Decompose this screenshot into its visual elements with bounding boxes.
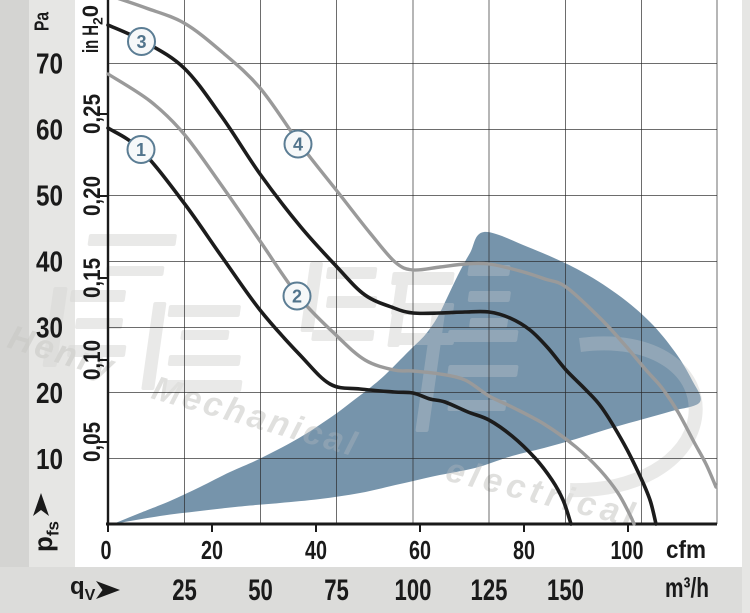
svg-text:60: 60 (36, 115, 63, 147)
svg-text:0,25: 0,25 (79, 94, 106, 134)
svg-text:40: 40 (305, 535, 327, 565)
svg-text:150: 150 (547, 574, 584, 607)
svg-text:40: 40 (36, 247, 63, 279)
svg-text:0,20: 0,20 (79, 176, 106, 216)
svg-text:Pa: Pa (32, 11, 54, 31)
svg-text:100: 100 (611, 535, 644, 565)
svg-text:pfs: pfs (28, 521, 63, 552)
svg-text:70: 70 (36, 49, 63, 81)
svg-text:0,15: 0,15 (79, 258, 106, 298)
svg-text:cfm: cfm (666, 536, 706, 564)
svg-text:100: 100 (395, 574, 432, 607)
svg-text:20: 20 (201, 535, 223, 565)
svg-text:60: 60 (409, 535, 431, 565)
svg-text:75: 75 (324, 574, 349, 607)
svg-text:125: 125 (471, 574, 508, 607)
svg-text:50: 50 (36, 181, 63, 213)
svg-text:80: 80 (513, 535, 535, 565)
svg-text:1: 1 (136, 140, 146, 160)
svg-text:0,10: 0,10 (79, 340, 106, 380)
svg-text:25: 25 (172, 574, 197, 607)
svg-text:0: 0 (101, 535, 112, 565)
svg-text:m³/h: m³/h (665, 572, 709, 603)
svg-text:20: 20 (36, 378, 63, 410)
svg-text:2: 2 (292, 287, 302, 307)
svg-text:10: 10 (36, 444, 63, 476)
svg-text:4: 4 (293, 135, 303, 155)
svg-text:30: 30 (36, 313, 63, 345)
svg-text:in H20: in H20 (78, 5, 106, 53)
svg-text:50: 50 (248, 574, 273, 607)
svg-text:0,05: 0,05 (79, 422, 106, 462)
svg-text:3: 3 (136, 32, 146, 52)
